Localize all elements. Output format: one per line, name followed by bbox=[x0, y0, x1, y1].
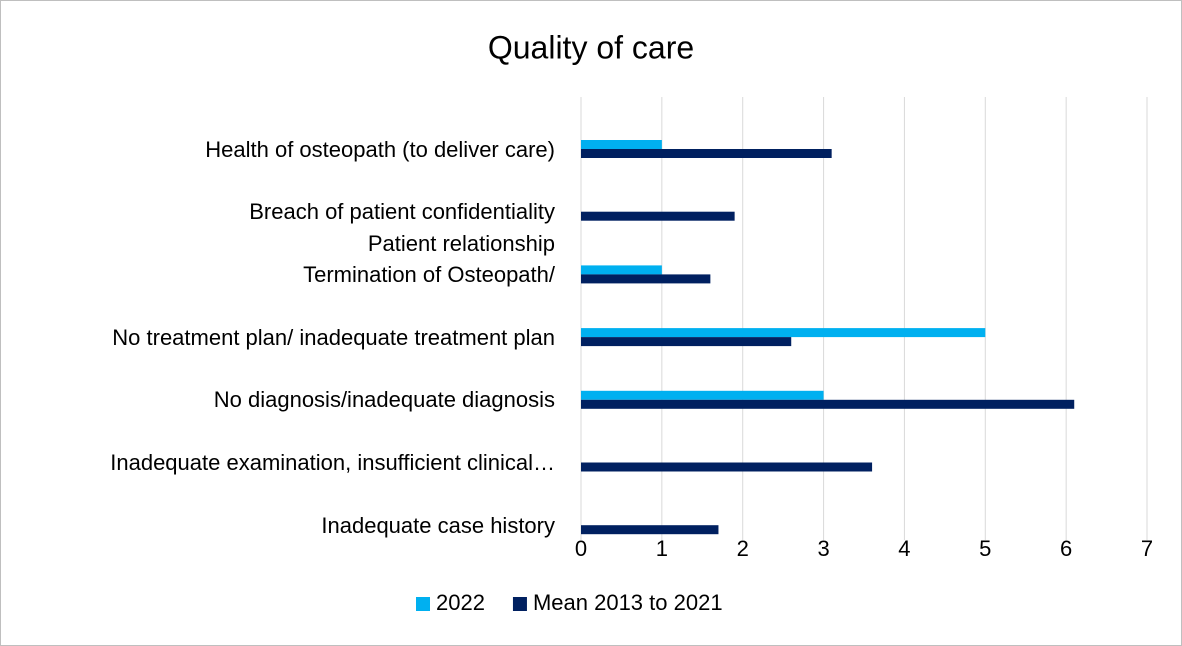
x-tick-label: 3 bbox=[817, 536, 829, 561]
y-tick-label: Health of osteopath (to deliver care) bbox=[205, 136, 555, 162]
x-tick-label: 1 bbox=[656, 536, 668, 561]
legend-swatch bbox=[512, 597, 527, 611]
y-tick-label: Breach of patient confidentiality bbox=[249, 199, 555, 225]
legend-label: 2022 bbox=[436, 590, 485, 615]
y-tick-label: Inadequate examination, insufficient cli… bbox=[110, 450, 555, 475]
x-tick-label: 4 bbox=[898, 536, 910, 561]
bar bbox=[581, 399, 1075, 409]
bar bbox=[581, 140, 662, 149]
x-tick-label: 7 bbox=[1141, 536, 1153, 561]
bar bbox=[581, 462, 873, 472]
x-tick-label: 5 bbox=[979, 536, 991, 561]
bar bbox=[581, 390, 824, 400]
bar bbox=[581, 274, 711, 284]
bar bbox=[581, 525, 719, 535]
y-tick-label: No treatment plan/ inadequate treatment … bbox=[112, 324, 555, 350]
y-tick-label: No diagnosis/inadequate diagnosis bbox=[213, 387, 555, 413]
y-tick-label: Inadequate case history bbox=[321, 512, 555, 538]
chart-title: Quality of care bbox=[488, 29, 694, 65]
legend-label: Mean 2013 to 2021 bbox=[533, 590, 723, 615]
x-tick-label: 0 bbox=[575, 536, 587, 561]
y-tick-label: Patient relationship Termination of Oste… bbox=[303, 230, 555, 287]
bar bbox=[581, 149, 832, 158]
bar bbox=[581, 337, 792, 347]
bar bbox=[581, 265, 662, 275]
bar bbox=[581, 211, 735, 221]
x-tick-label: 6 bbox=[1060, 536, 1072, 561]
legend-swatch bbox=[416, 597, 430, 611]
bar bbox=[581, 328, 986, 338]
x-tick-label: 2 bbox=[737, 536, 749, 561]
